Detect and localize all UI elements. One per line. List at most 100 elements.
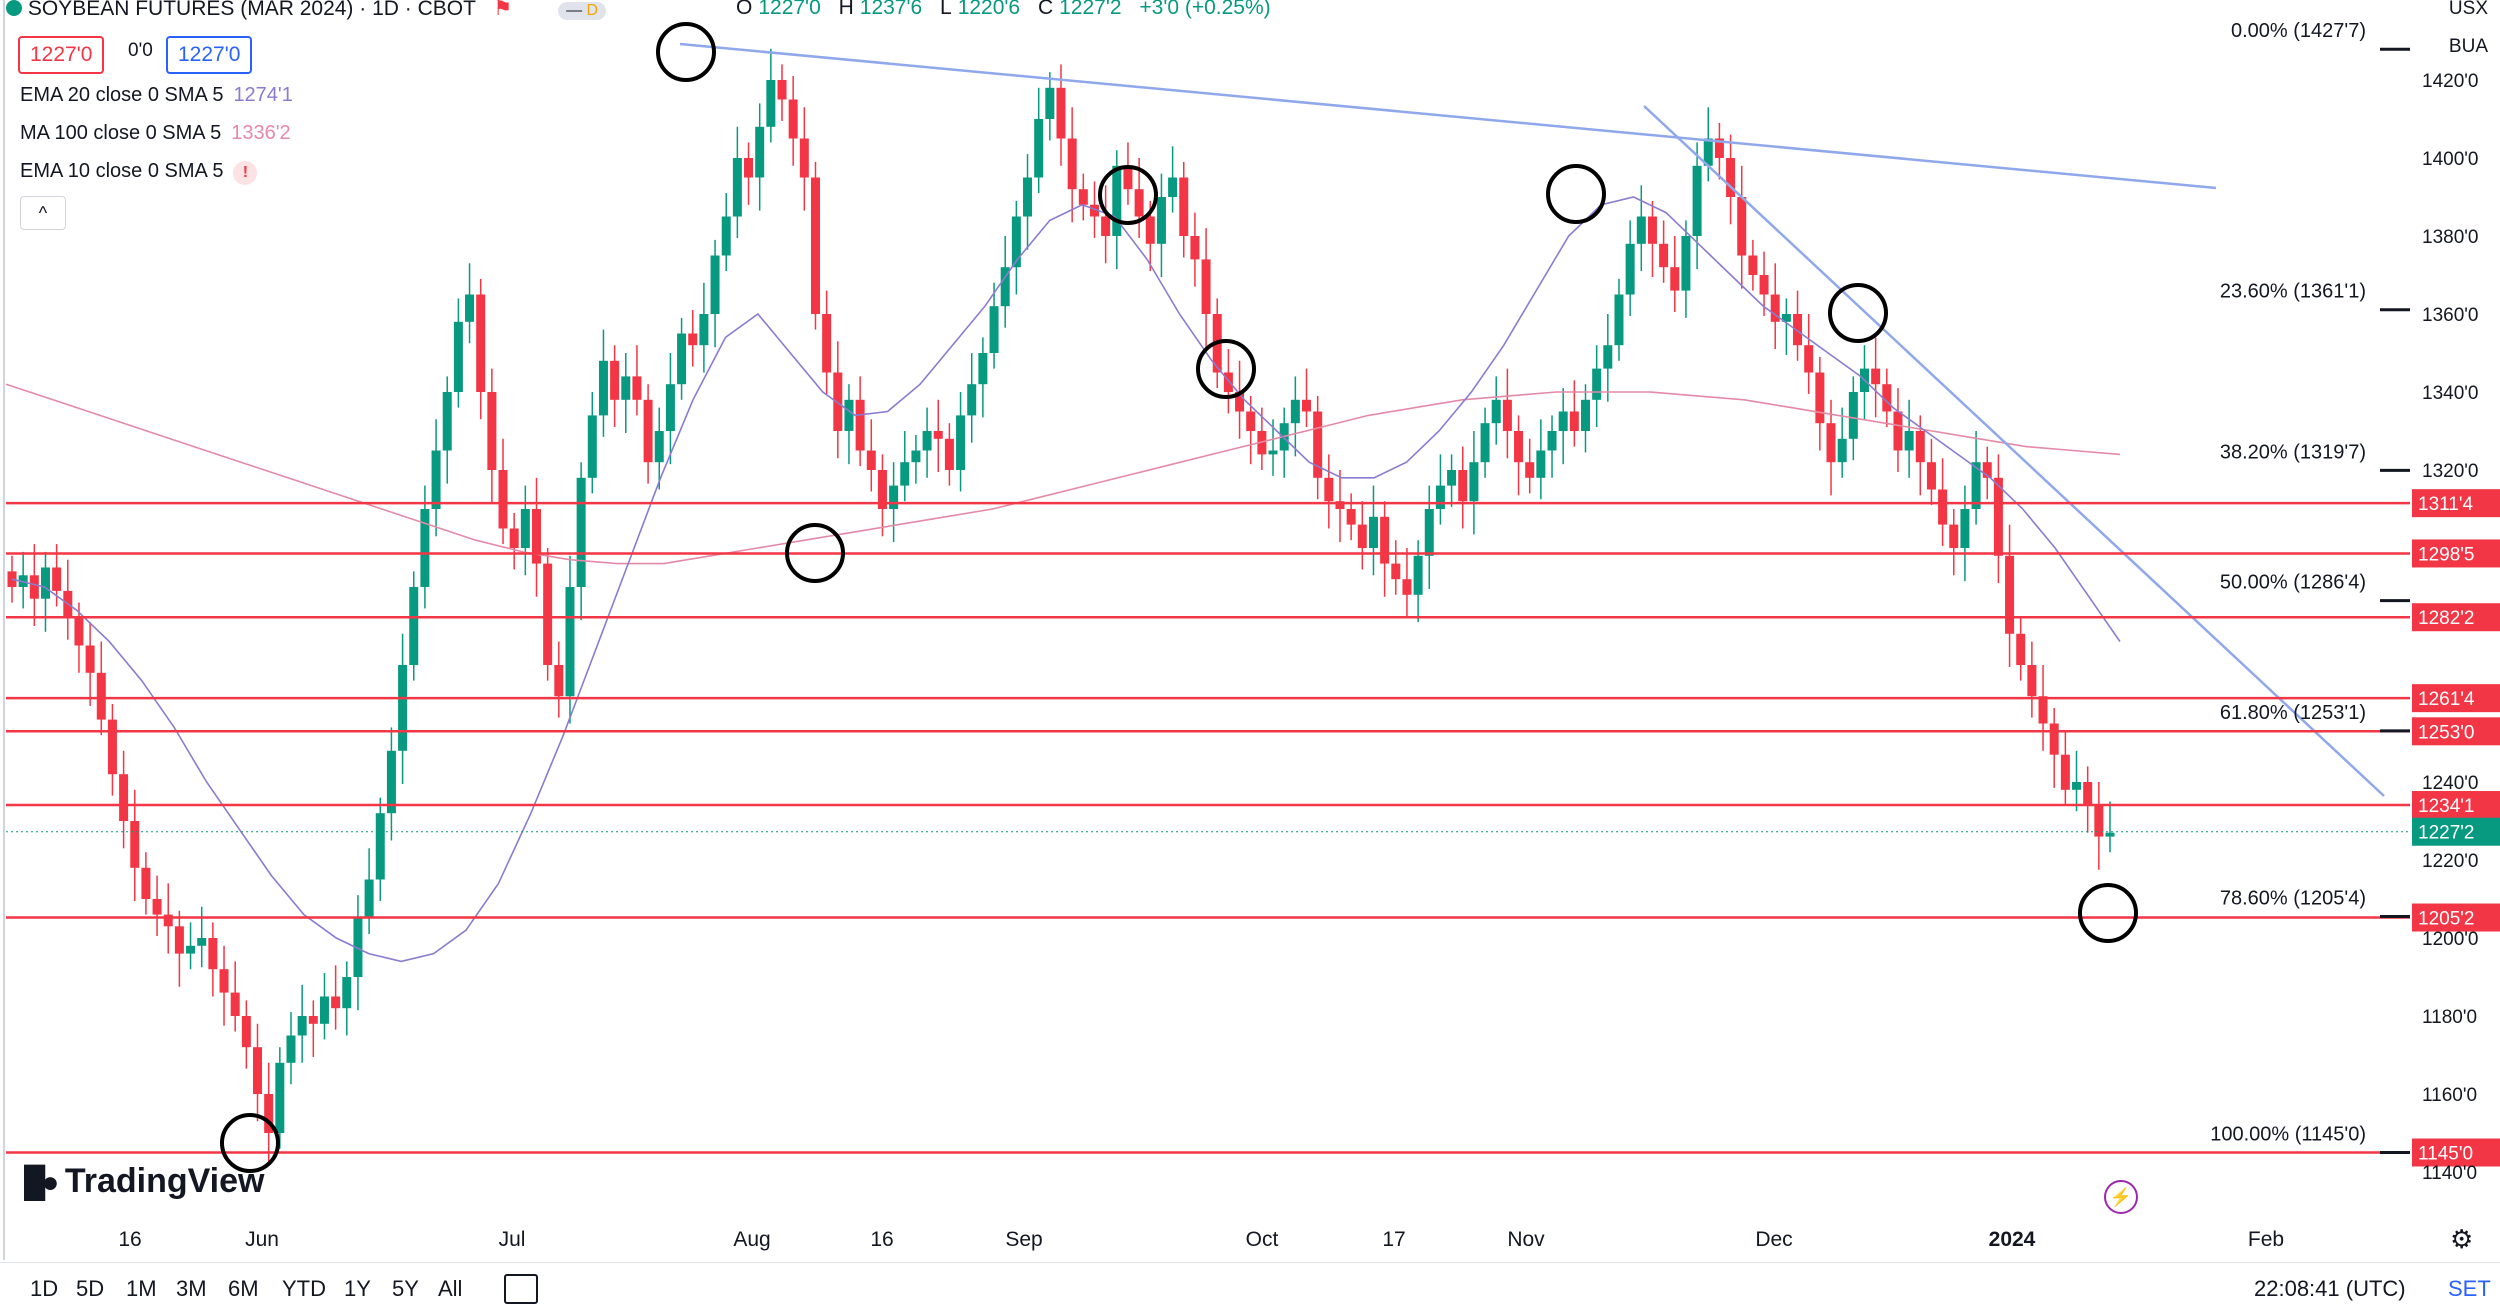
candle-body xyxy=(186,945,196,954)
candle-body xyxy=(1915,431,1925,463)
candle-body xyxy=(1536,450,1546,478)
indicator-ema20[interactable]: EMA 20 close 0 SMA 5 1274'1 xyxy=(20,84,293,106)
range-5y[interactable]: 5Y xyxy=(392,1276,419,1301)
candle-body xyxy=(1324,477,1334,502)
range-6m[interactable]: 6M xyxy=(228,1276,259,1301)
price-tick-label: 1180'0 xyxy=(2422,1007,2477,1028)
candle-body xyxy=(1156,197,1166,244)
candle-body xyxy=(1670,267,1680,291)
candle-body xyxy=(810,177,820,314)
annotation-circle xyxy=(1196,339,1256,399)
annotation-circle xyxy=(220,1113,280,1173)
level-price-label: 1253'0 xyxy=(2418,722,2474,743)
candle-body xyxy=(1603,345,1613,369)
range-ytd[interactable]: YTD xyxy=(282,1276,326,1301)
buy-label[interactable]: BUA xyxy=(2448,36,2488,57)
time-tick-label: Aug xyxy=(733,1228,770,1251)
currency-label[interactable]: USX xyxy=(2448,0,2488,19)
candle-body xyxy=(1435,485,1445,509)
settings-icon[interactable]: ⚙ xyxy=(2450,1224,2474,1254)
candle-body xyxy=(944,438,954,470)
candle-body xyxy=(1424,509,1434,556)
time-tick-label: Dec xyxy=(1755,1228,1792,1251)
candle-body xyxy=(1748,255,1758,275)
annotation-circle xyxy=(1546,164,1606,224)
candle-body xyxy=(1982,462,1992,478)
candle-body xyxy=(1458,470,1468,502)
candle-body xyxy=(74,618,84,646)
candle-body xyxy=(409,587,419,665)
level-price-tag xyxy=(2412,717,2500,746)
candle-body xyxy=(543,563,553,665)
candle-body xyxy=(308,1016,318,1024)
range-1d[interactable]: 1D xyxy=(30,1276,59,1301)
calendar-goto-icon[interactable] xyxy=(504,1274,538,1304)
candle-body xyxy=(1659,243,1669,268)
candle-body xyxy=(520,509,530,548)
range-5d[interactable]: 5D xyxy=(76,1276,105,1301)
candle-body xyxy=(1569,411,1579,431)
set-button[interactable]: SET xyxy=(2448,1276,2491,1301)
buy-price-button[interactable]: 1227'0 xyxy=(166,36,253,74)
candle-body xyxy=(1547,431,1557,451)
indicator-ema10[interactable]: EMA 10 close 0 SMA 5! xyxy=(20,160,258,185)
candle-body xyxy=(1971,462,1981,509)
candle-body xyxy=(1112,165,1122,236)
candle-body xyxy=(2016,633,2026,665)
range-3m[interactable]: 3M xyxy=(176,1276,207,1301)
range-1m[interactable]: 1M xyxy=(126,1276,157,1301)
collapse-legend-button[interactable]: ^ xyxy=(20,196,66,230)
market-status-icon: — D xyxy=(558,2,607,20)
price-tick-label: 1320'0 xyxy=(2422,461,2478,482)
candle-body xyxy=(141,867,151,899)
flag-icon[interactable]: ⚑ xyxy=(493,0,513,20)
candle-body xyxy=(1491,399,1501,424)
price-tick-label: 1400'0 xyxy=(2422,149,2478,170)
candle-body xyxy=(509,528,519,548)
clock-readout[interactable]: 22:08:41 (UTC) xyxy=(2254,1276,2406,1301)
price-tick-label: 1420'0 xyxy=(2422,71,2478,92)
fib-level-label: 50.00% (1286'4) xyxy=(2220,572,2366,594)
candle-body xyxy=(1302,399,1312,412)
candle-body xyxy=(2049,723,2059,755)
fib-level-label: 61.80% (1253'1) xyxy=(2220,702,2366,724)
candle-body xyxy=(1179,177,1189,236)
candle-body xyxy=(1681,236,1691,291)
candle-body xyxy=(342,977,352,1009)
ohlc-readout: O 1227'0 H 1237'6 L 1220'6 C 1227'2 +3'0 (+0… xyxy=(736,0,1271,19)
range-1y[interactable]: 1Y xyxy=(344,1276,371,1301)
candle-body xyxy=(1023,177,1033,217)
time-tick-label: Oct xyxy=(1246,1228,1279,1251)
warning-icon: ! xyxy=(233,161,258,185)
fib-level-label: 100.00% (1145'0) xyxy=(2210,1124,2366,1146)
range-all[interactable]: All xyxy=(438,1276,463,1301)
candle-body xyxy=(1592,368,1602,400)
candle-body xyxy=(877,470,887,509)
candle-body xyxy=(85,645,95,673)
time-tick-label: Feb xyxy=(2248,1228,2284,1251)
trendline-descending xyxy=(1643,105,2385,797)
symbol-header: SOYBEAN FUTURES (MAR 2024) · 1D · CBOT ⚑… xyxy=(6,0,607,21)
time-tick-label: Nov xyxy=(1507,1228,1545,1251)
candle-body xyxy=(1692,165,1702,236)
symbol-title[interactable]: SOYBEAN FUTURES (MAR 2024) · 1D · CBOT xyxy=(27,0,476,20)
annotation-circle xyxy=(785,523,845,583)
candle-body xyxy=(777,80,787,100)
candle-body xyxy=(922,431,932,451)
candle-body xyxy=(1190,236,1200,260)
annotation-circle xyxy=(2078,883,2138,943)
time-tick-label: 16 xyxy=(870,1228,893,1251)
candle-body xyxy=(1447,470,1457,486)
candle-body xyxy=(1000,267,1010,307)
candle-body xyxy=(465,294,475,322)
candle-body xyxy=(822,314,832,373)
indicator-ma100[interactable]: MA 100 close 0 SMA 5 1336'2 xyxy=(20,122,291,144)
candle-body xyxy=(197,938,207,946)
sell-price-button[interactable]: 1227'0 xyxy=(18,36,105,74)
candle-body xyxy=(241,1016,251,1048)
candle-body xyxy=(610,360,620,400)
level-price-tag xyxy=(2412,539,2500,568)
candle-body xyxy=(1402,579,1412,595)
flash-icon[interactable]: ⚡ xyxy=(2104,1180,2138,1214)
